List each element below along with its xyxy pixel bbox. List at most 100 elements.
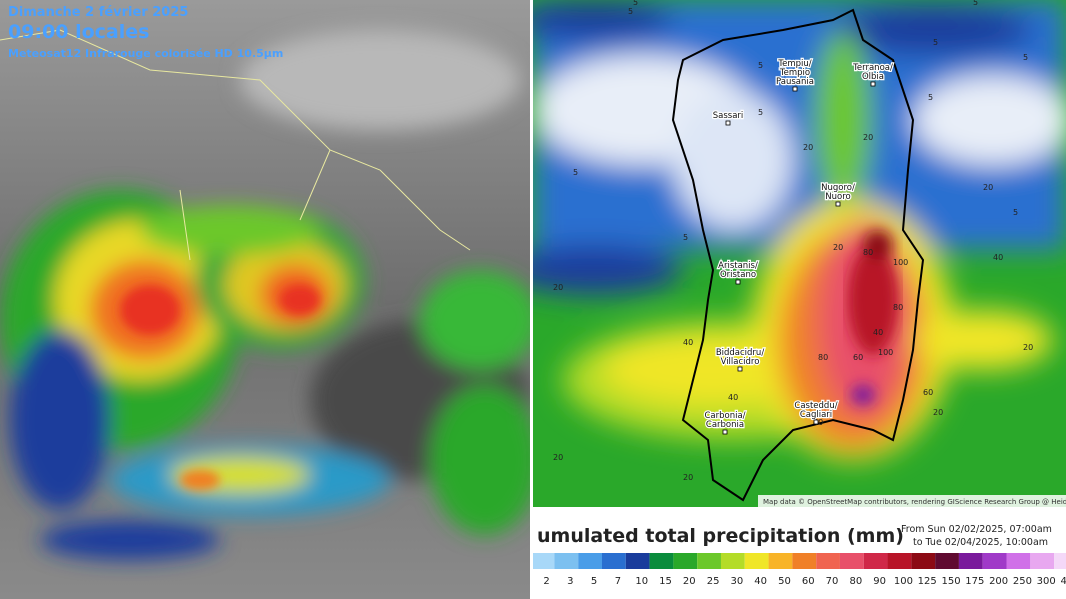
- contour-label: 20: [863, 133, 873, 142]
- legend-swatch: [673, 553, 698, 569]
- contour-label: 20: [833, 243, 843, 252]
- contour-label: 100: [878, 348, 893, 357]
- legend-swatch: [625, 553, 650, 569]
- city-label: Terranoa/: [852, 63, 893, 73]
- legend-swatch: [958, 553, 983, 569]
- legend-swatch: [863, 553, 888, 569]
- city-label: Tempio: [779, 68, 810, 78]
- legend-swatch: [533, 553, 555, 569]
- legend-label: 15: [659, 576, 672, 587]
- city-label: Tempiu/: [777, 59, 811, 69]
- legend-swatch: [744, 553, 769, 569]
- legend-swatch: [649, 553, 674, 569]
- contour-label: 40: [873, 328, 883, 337]
- legend-swatch: [768, 553, 793, 569]
- legend-label: 7: [615, 576, 621, 587]
- contour-label: 5: [758, 61, 763, 70]
- legend-label: 90: [873, 576, 886, 587]
- precipitation-panel: 5555555552020202020202040404040406060808…: [533, 0, 1066, 587]
- city-marker: [737, 366, 743, 372]
- legend: 2 3 5 7 10 15 20 25 30 40 50 60 70 80 90 100 125 150 175 20…: [533, 553, 1066, 587]
- island-outline: [671, 8, 925, 502]
- contour-label: 20: [553, 283, 563, 292]
- time-label: 09:00 locales: [8, 21, 149, 43]
- legend-swatch: [1054, 553, 1066, 569]
- legend-label: 3: [567, 576, 573, 587]
- legend-swatch: [935, 553, 959, 569]
- legend-label: 20: [683, 576, 696, 587]
- contour-label: 20: [803, 143, 813, 152]
- legend-swatch: [816, 553, 840, 569]
- contour-label: 5: [973, 0, 978, 7]
- legend-label: 40: [754, 576, 767, 587]
- contour-label: 5: [928, 93, 933, 102]
- product-label: Meteosat12 Infrarouge colorisée HD 10.5µ…: [8, 47, 283, 60]
- legend-swatch: [720, 553, 745, 569]
- legend-swatch: [982, 553, 1007, 569]
- contour-label: 20: [983, 183, 993, 192]
- city-label: Carbonia/: [704, 411, 745, 421]
- contour-label: 5: [933, 38, 938, 47]
- city-marker: [870, 81, 876, 87]
- legend-label: 30: [731, 576, 744, 587]
- contour-label: 20: [683, 473, 693, 482]
- precip-map: 5555555552020202020202040404040406060808…: [533, 0, 1066, 507]
- legend-swatch: [887, 553, 912, 569]
- city-label: Nuoro: [825, 192, 850, 202]
- precip-title: umulated total precipitation (mm): [537, 525, 904, 547]
- city-label: Casteddu/: [794, 401, 837, 411]
- legend-swatch: [602, 553, 626, 569]
- city-marker: [813, 419, 819, 425]
- legend-label: 60: [802, 576, 815, 587]
- legend-swatch: [697, 553, 721, 569]
- city-label: Cagliari: [800, 410, 832, 420]
- city-marker: [792, 86, 798, 92]
- city-label: Olbia: [862, 72, 884, 82]
- contour-label: 80: [818, 353, 828, 362]
- city-label: Sassari: [713, 111, 744, 121]
- city-marker: [722, 429, 728, 435]
- city-marker: [725, 120, 731, 126]
- contour-label: 60: [853, 353, 863, 362]
- city-label: Biddacidru/: [716, 348, 765, 358]
- contour-label: 20: [933, 408, 943, 417]
- contour-label: 80: [893, 303, 903, 312]
- date-label: Dimanche 2 février 2025: [8, 5, 188, 20]
- legend-label: 50: [778, 576, 791, 587]
- satellite-panel: Dimanche 2 février 2025 09:00 locales Me…: [0, 0, 530, 599]
- contour-label: 5: [1023, 53, 1028, 62]
- city-label: Pausania: [776, 77, 814, 87]
- contour-label: 20: [1023, 343, 1033, 352]
- city-label: Oristano: [720, 270, 756, 280]
- legend-label: 125: [918, 576, 937, 587]
- city-label: Villacidro: [721, 357, 760, 367]
- contour-label: 40: [728, 393, 738, 402]
- legend-label: 150: [941, 576, 960, 587]
- legend-swatch: [1030, 553, 1055, 569]
- legend-label: 300: [1037, 576, 1056, 587]
- coastline: [0, 29, 471, 261]
- legend-label: 2: [543, 576, 549, 587]
- contour-label: 5: [1013, 208, 1018, 217]
- legend-swatch: [578, 553, 603, 569]
- cloud-field: [0, 30, 530, 560]
- legend-label: 70: [826, 576, 839, 587]
- legend-label: 175: [965, 576, 984, 587]
- city-marker: [735, 279, 741, 285]
- legend-label: 200: [989, 576, 1008, 587]
- legend-swatch: [554, 553, 579, 569]
- contour-label: 60: [923, 388, 933, 397]
- contour-label: 80: [863, 248, 873, 257]
- legend-swatch: [839, 553, 864, 569]
- contour-label: 5: [628, 7, 633, 16]
- contour-label: 5: [573, 168, 578, 177]
- legend-label: 5: [591, 576, 597, 587]
- contour-label: 40: [683, 338, 693, 347]
- city-label: Nugoro/: [821, 183, 855, 193]
- legend-label: 400: [1060, 576, 1066, 587]
- legend-label: 25: [707, 576, 720, 587]
- contour-label: 5: [758, 108, 763, 117]
- period-from: From Sun 02/02/2025, 07:00am: [901, 524, 1052, 535]
- legend-label: 10: [635, 576, 648, 587]
